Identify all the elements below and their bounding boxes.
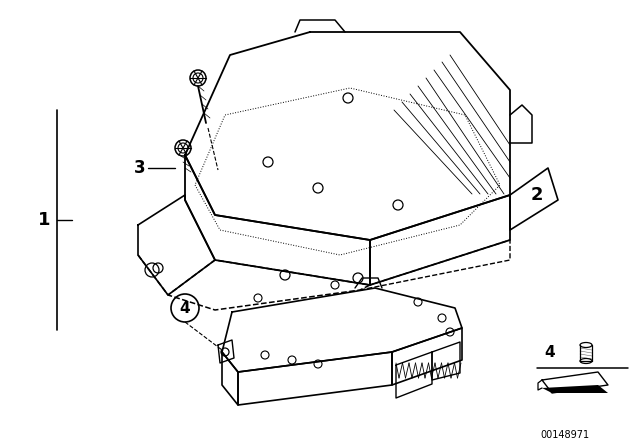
Text: 00148971: 00148971 bbox=[540, 430, 589, 440]
Text: 2: 2 bbox=[531, 186, 543, 204]
Text: 4: 4 bbox=[545, 345, 556, 359]
Text: 1: 1 bbox=[38, 211, 51, 229]
Text: 4: 4 bbox=[180, 301, 190, 315]
Polygon shape bbox=[542, 385, 608, 393]
Text: 3: 3 bbox=[134, 159, 146, 177]
